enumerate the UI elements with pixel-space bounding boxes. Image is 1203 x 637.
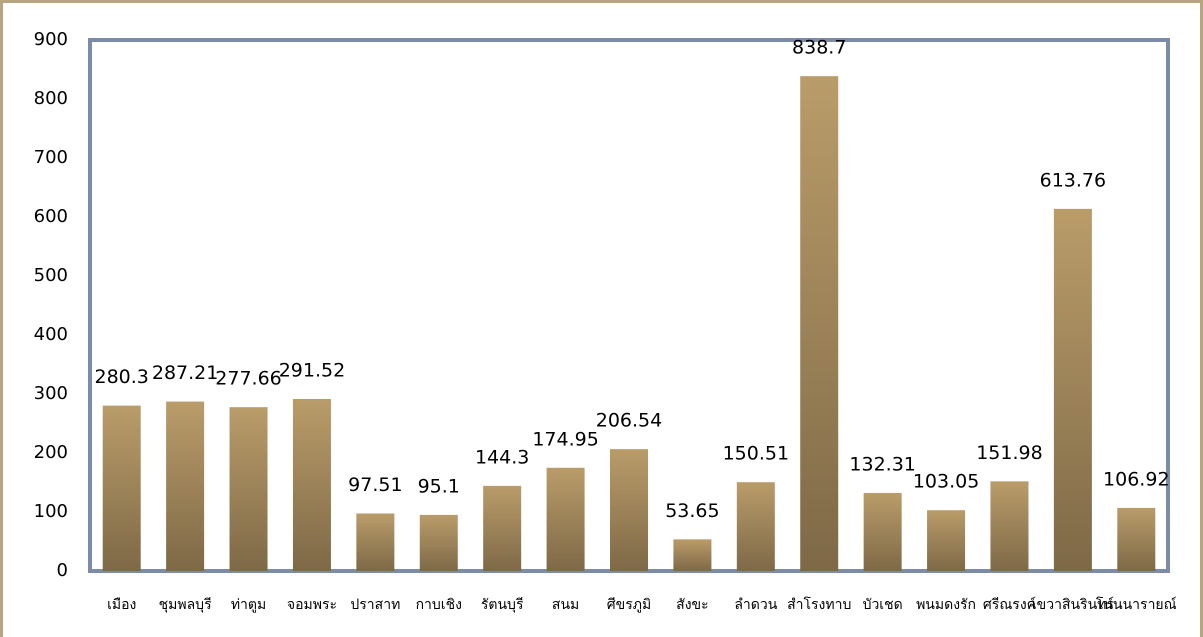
bar: [610, 449, 648, 571]
value-label: 53.65: [665, 500, 719, 522]
value-label: 151.98: [976, 442, 1042, 464]
x-tick-label: เมือง: [107, 597, 136, 613]
bar: [229, 407, 268, 571]
value-label: 132.31: [849, 453, 915, 475]
y-tick-label: 100: [34, 501, 68, 522]
value-label: 206.54: [596, 410, 662, 432]
bar: [736, 482, 775, 571]
x-tick-label: บัวเชด: [863, 597, 903, 613]
bar: [990, 481, 1029, 571]
bar: [102, 405, 141, 571]
bar: [356, 513, 395, 571]
y-tick-label: 600: [34, 206, 68, 227]
y-tick-label: 800: [34, 88, 68, 109]
value-label: 97.51: [348, 474, 402, 496]
x-tick-label: กาบเชิง: [416, 597, 462, 613]
y-tick-label: 700: [34, 147, 68, 168]
value-label: 291.52: [279, 360, 345, 382]
x-tick-label: สำโรงทาบ: [787, 596, 851, 613]
bar: [166, 401, 205, 571]
y-tick-label: 900: [34, 29, 68, 50]
x-tick-label: ปราสาท: [350, 597, 400, 613]
x-tick-label: ศีขรภูมิ: [607, 597, 651, 613]
x-tick-label: รัตนบุรี: [481, 597, 524, 613]
value-label: 103.05: [913, 471, 979, 493]
x-tick-label: พนมดงรัก: [916, 597, 976, 613]
value-label: 95.1: [418, 475, 460, 497]
bar: [800, 76, 839, 572]
value-label: 613.76: [1040, 169, 1106, 191]
x-tick-label: ท่าตูม: [231, 597, 266, 613]
bar: [673, 539, 712, 571]
x-tick-label: เขวาสินรินทร์: [1032, 596, 1115, 613]
bar: [927, 510, 966, 571]
bar: [863, 492, 902, 571]
value-label: 277.66: [215, 368, 281, 390]
value-label: 150.51: [723, 443, 789, 465]
x-tick-label: จอมพระ: [287, 597, 337, 613]
y-tick-label: 200: [34, 442, 68, 463]
bar: [419, 514, 458, 571]
x-tick-label: สังขะ: [676, 597, 708, 613]
value-label: 280.3: [95, 366, 149, 388]
bar: [483, 485, 522, 571]
value-label: 838.7: [792, 37, 846, 59]
x-tick-label: ลำดวน: [734, 597, 777, 613]
bar: [292, 399, 331, 571]
value-label: 144.3: [475, 446, 529, 468]
y-tick-label: 300: [34, 383, 68, 404]
y-tick-label: 500: [34, 265, 68, 286]
bar: [546, 467, 585, 571]
bar: [1053, 208, 1092, 572]
value-label: 106.92: [1103, 468, 1169, 490]
y-tick-label: 400: [34, 324, 68, 345]
value-label: 174.95: [532, 428, 598, 450]
value-label: 287.21: [152, 362, 218, 384]
bar: [1117, 507, 1156, 571]
x-tick-label: ชุมพลบุรี: [159, 597, 212, 613]
y-tick-label: 0: [57, 560, 68, 581]
x-tick-label: โนนนารายณ์: [1096, 596, 1177, 613]
x-tick-label: ศรีณรงค์: [983, 596, 1036, 613]
x-tick-label: สนม: [552, 597, 579, 613]
